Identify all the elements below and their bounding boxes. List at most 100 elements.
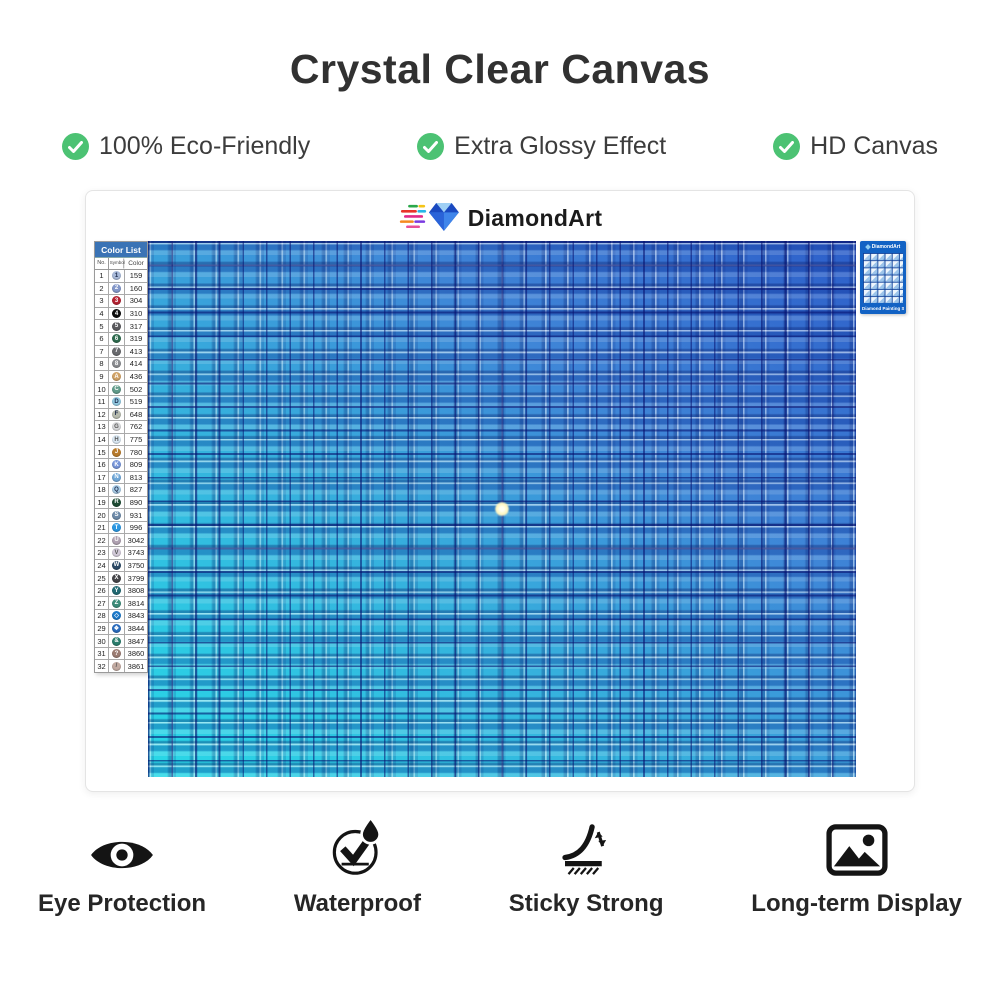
row-symbol: T [109, 521, 125, 534]
row-symbol: N [109, 471, 125, 484]
color-list-title: Color List [95, 242, 147, 258]
row-color-code: 762 [129, 422, 143, 432]
diamond-logo-icon [399, 203, 459, 231]
row-symbol: R [109, 496, 125, 509]
row-number: 25 [95, 572, 109, 584]
row-symbol: 4 [109, 307, 125, 320]
row-color-code: 3743 [127, 548, 145, 558]
thumbnail-caption: Diamond Painting Se [862, 306, 904, 311]
color-list-row: 27 Z 3814 [95, 597, 147, 611]
footer-label: Long-term Display [751, 890, 962, 917]
color-list-row: 16 K 809 [95, 458, 147, 472]
row-color-code: 519 [129, 397, 143, 407]
brand-logo: DiamondArt [86, 201, 914, 235]
row-number: 10 [95, 383, 109, 395]
color-list-header: No. Symbol Color [95, 258, 147, 270]
row-number: 11 [95, 395, 109, 408]
row-number: 21 [95, 521, 109, 534]
row-symbol: / [109, 660, 125, 672]
footer-item-long-term-display: Long-term Display [751, 818, 962, 918]
row-number: 3 [95, 295, 109, 307]
row-color-code: 931 [129, 510, 143, 520]
row-color-code: 317 [129, 321, 143, 331]
thumbnail-logo: DiamondArt [862, 244, 904, 250]
row-symbol: H [109, 433, 125, 446]
color-list-row: 14 H 775 [95, 433, 147, 447]
row-color-code: 3847 [127, 636, 145, 646]
row-number: 26 [95, 584, 109, 597]
color-list-row: 25 X 3799 [95, 572, 147, 585]
row-number: 17 [95, 471, 109, 484]
row-color-code: 3861 [127, 661, 145, 671]
row-symbol: 1 [109, 270, 125, 282]
row-symbol: S [109, 509, 125, 521]
row-color-code: 3843 [127, 611, 145, 621]
row-number: 7 [95, 345, 109, 358]
color-list-row: 32/3861 [95, 660, 147, 672]
color-list-row: 9 A 436 [95, 370, 147, 384]
row-symbol: F [109, 408, 125, 421]
row-number: 5 [95, 320, 109, 332]
feature-label: 100% Eco-Friendly [99, 132, 311, 160]
color-list-row: 5 5 317 [95, 320, 147, 333]
row-color-code: 3750 [127, 560, 145, 570]
color-list-row: 29 ❖ 3844 [95, 622, 147, 636]
eye-protection-icon [89, 818, 155, 876]
row-color-code: 775 [129, 435, 143, 445]
color-list-row: 31? 3860 [95, 647, 147, 661]
row-number: 19 [95, 496, 109, 509]
row-symbol: 3 [109, 295, 125, 307]
product-thumbnail: DiamondArt Diamond Painting Se [860, 241, 906, 314]
feature-eco-friendly: 100% Eco-Friendly [62, 132, 310, 161]
row-color-code: 3814 [127, 598, 145, 608]
long-term-display-icon [826, 818, 888, 876]
row-symbol: K [109, 458, 125, 471]
row-color-code: 809 [129, 460, 143, 470]
row-number: 1 [95, 270, 109, 282]
row-number: 22 [95, 534, 109, 547]
color-list-row: 22 U 3042 [95, 534, 147, 548]
row-symbol: V [109, 547, 125, 559]
column-no: No. [95, 258, 109, 269]
diamond-logo-icon [864, 244, 871, 250]
color-list-row: 12 F 648 [95, 408, 147, 422]
row-color-code: 319 [129, 334, 143, 344]
row-number: 28 [95, 610, 109, 622]
row-color-code: 436 [129, 372, 143, 382]
row-symbol: G [109, 421, 125, 433]
color-list-row: 4 4 310 [95, 307, 147, 321]
row-color-code: 310 [129, 309, 143, 319]
row-symbol: A [109, 370, 125, 383]
sparkle-overlay [148, 241, 856, 777]
row-number: 31 [95, 647, 109, 660]
color-list-row: 30 & 3847 [95, 635, 147, 648]
row-symbol: 8 [109, 358, 125, 370]
column-color: Color [128, 260, 144, 267]
row-color-code: 3860 [127, 649, 145, 659]
footer-label: Sticky Strong [508, 890, 664, 917]
row-symbol: 7 [109, 345, 125, 358]
row-symbol: D [109, 395, 125, 408]
color-list-row: 11 D 519 [95, 395, 147, 409]
row-symbol: & [109, 635, 125, 647]
row-color-code: 648 [129, 409, 143, 419]
row-number: 18 [95, 484, 109, 496]
row-number: 13 [95, 421, 109, 433]
row-color-code: 996 [129, 523, 143, 533]
product-card: DiamondArt Color List No. Symbol Color 1… [85, 190, 915, 792]
footer-item-waterproof: Waterproof [294, 816, 421, 918]
row-symbol: ❖ [109, 622, 125, 635]
row-symbol: X [109, 572, 125, 584]
row-number: 15 [95, 446, 109, 458]
row-number: 30 [95, 635, 109, 647]
row-color-code: 3844 [127, 623, 145, 633]
row-number: 16 [95, 458, 109, 471]
footer-label: Eye Protection [38, 890, 207, 917]
row-color-code: 159 [129, 271, 143, 281]
row-number: 23 [95, 547, 109, 559]
row-number: 9 [95, 370, 109, 383]
row-color-code: 3808 [127, 586, 145, 596]
color-list-row: 13 G 762 [95, 421, 147, 434]
color-list-row: 3 3 304 [95, 295, 147, 308]
row-color-code: 3042 [127, 535, 145, 545]
